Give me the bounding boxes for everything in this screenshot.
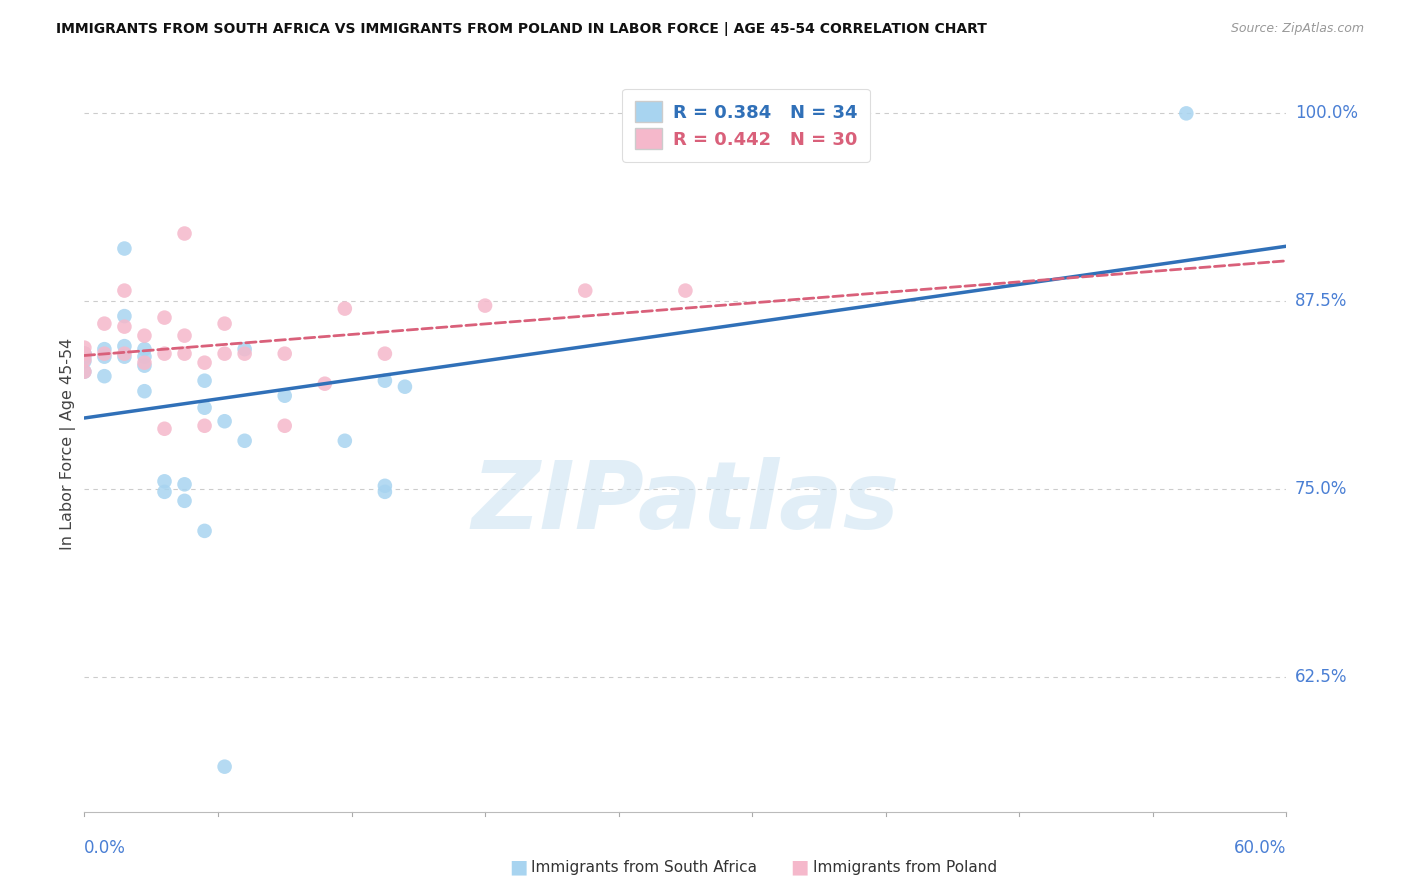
Text: Immigrants from Poland: Immigrants from Poland (813, 860, 997, 874)
Text: Immigrants from South Africa: Immigrants from South Africa (531, 860, 758, 874)
Point (173, 493, 195, 508)
Point (73, 346, 96, 360)
Point (214, 317, 236, 331)
Point (73, 346, 96, 360)
Point (153, 422, 176, 436)
Point (394, 380, 416, 394)
Point (314, 376, 336, 391)
Point (274, 346, 297, 360)
Point (134, 359, 156, 373)
Point (73, 354, 96, 368)
Point (114, 339, 135, 353)
Point (153, 310, 176, 325)
Point (1175, 106, 1198, 120)
Point (574, 284, 596, 298)
Point (194, 401, 217, 415)
Point (114, 346, 135, 360)
Point (333, 301, 356, 316)
Point (233, 346, 256, 360)
Point (134, 342, 156, 356)
Text: ■: ■ (509, 857, 527, 877)
Text: IMMIGRANTS FROM SOUTH AFRICA VS IMMIGRANTS FROM POLAND IN LABOR FORCE | AGE 45-5: IMMIGRANTS FROM SOUTH AFRICA VS IMMIGRAN… (56, 22, 987, 37)
Legend: R = 0.384   N = 34, R = 0.442   N = 30: R = 0.384 N = 34, R = 0.442 N = 30 (623, 88, 870, 161)
Point (134, 328, 156, 343)
Text: 100.0%: 100.0% (1295, 104, 1358, 122)
Point (214, 346, 236, 360)
Point (173, 328, 195, 343)
Text: Source: ZipAtlas.com: Source: ZipAtlas.com (1230, 22, 1364, 36)
Point (675, 284, 697, 298)
Point (114, 284, 135, 298)
Point (233, 434, 256, 448)
Point (173, 346, 195, 360)
Point (333, 434, 356, 448)
Point (474, 299, 496, 313)
Point (153, 484, 176, 499)
Point (194, 374, 217, 388)
Point (173, 477, 195, 491)
Point (93, 317, 115, 331)
Point (214, 414, 236, 428)
Y-axis label: In Labor Force | Age 45-54: In Labor Force | Age 45-54 (60, 338, 76, 549)
Point (93, 346, 115, 360)
Point (73, 365, 96, 379)
Text: 60.0%: 60.0% (1234, 839, 1286, 857)
Point (194, 356, 217, 370)
Point (73, 352, 96, 367)
Point (93, 342, 115, 356)
Point (153, 475, 176, 489)
Text: 62.5%: 62.5% (1295, 667, 1347, 686)
Point (194, 418, 217, 433)
Point (274, 418, 297, 433)
Point (114, 319, 135, 334)
Point (274, 389, 297, 403)
Point (374, 479, 396, 493)
Point (374, 374, 396, 388)
Text: ZIPatlas: ZIPatlas (471, 457, 900, 549)
Point (374, 484, 396, 499)
Point (134, 356, 156, 370)
Point (73, 365, 96, 379)
Point (173, 227, 195, 241)
Text: 0.0%: 0.0% (84, 839, 127, 857)
Point (93, 369, 115, 384)
Point (114, 309, 135, 323)
Point (233, 342, 256, 356)
Point (73, 341, 96, 355)
Point (194, 524, 217, 538)
Point (114, 350, 135, 364)
Point (374, 346, 396, 360)
Point (73, 346, 96, 360)
Point (214, 759, 236, 773)
Text: ■: ■ (790, 857, 808, 877)
Point (73, 350, 96, 364)
Point (93, 350, 115, 364)
Point (114, 242, 135, 256)
Point (134, 384, 156, 399)
Point (153, 346, 176, 360)
Point (134, 350, 156, 364)
Text: 75.0%: 75.0% (1295, 480, 1347, 498)
Text: 87.5%: 87.5% (1295, 292, 1347, 310)
